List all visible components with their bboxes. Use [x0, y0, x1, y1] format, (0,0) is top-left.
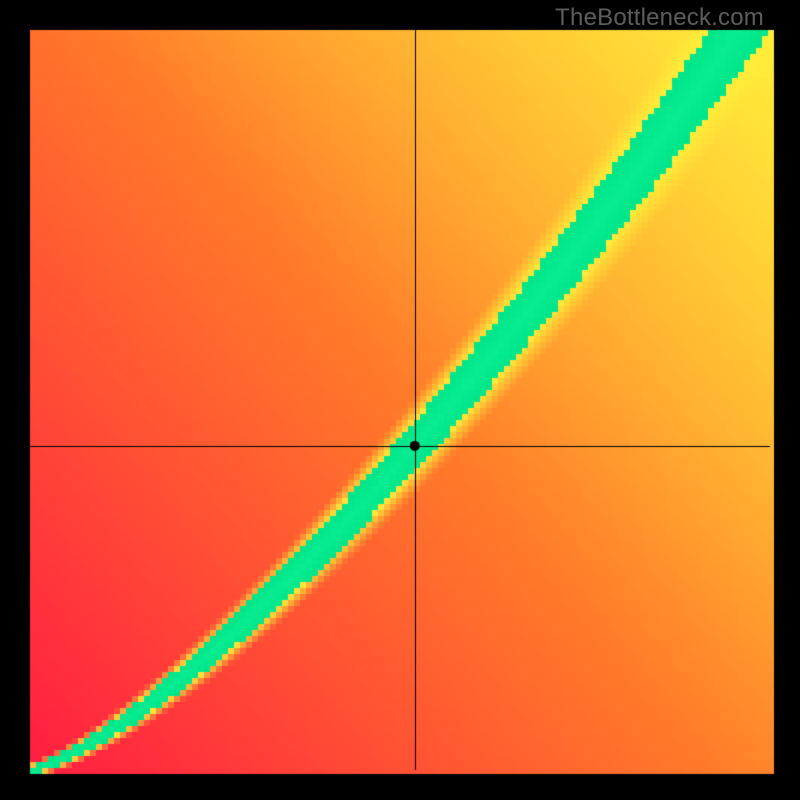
bottleneck-heatmap [0, 0, 800, 800]
watermark-text: TheBottleneck.com [555, 4, 764, 32]
chart-container: TheBottleneck.com [0, 0, 800, 800]
